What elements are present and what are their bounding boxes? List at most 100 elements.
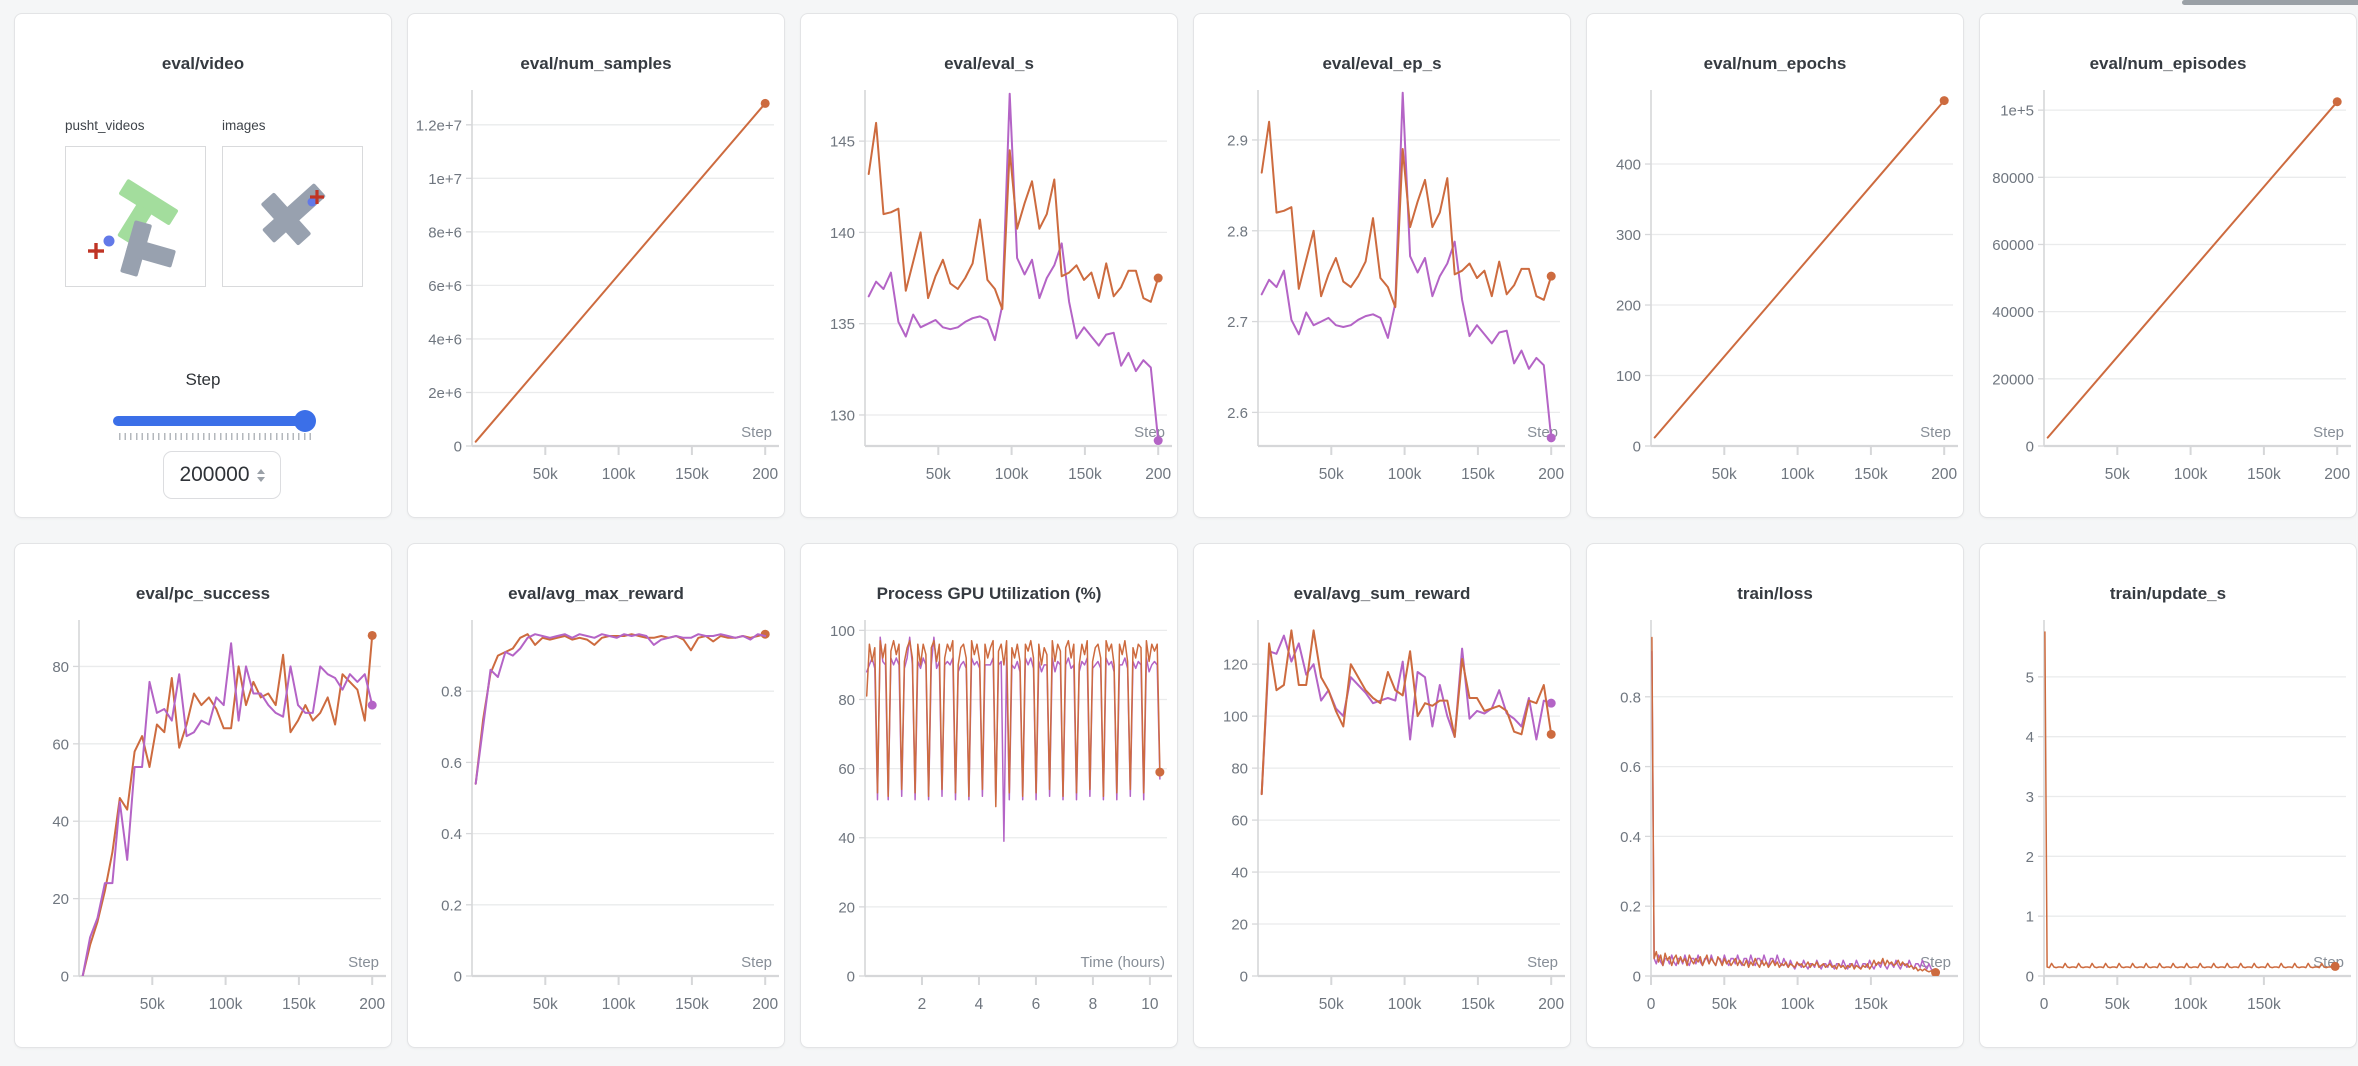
- series-run-purple: [1260, 634, 1553, 796]
- svg-text:50k: 50k: [1319, 466, 1344, 483]
- line-chart[interactable]: 0 0.2 0.4 0.6 0.8 0 50k 100k 150k Step: [1587, 608, 1963, 1036]
- svg-text:40: 40: [1231, 865, 1248, 882]
- svg-text:3: 3: [2026, 789, 2034, 806]
- svg-text:50k: 50k: [926, 466, 951, 483]
- svg-text:40: 40: [52, 814, 69, 831]
- x-axis-label: Step: [348, 954, 379, 971]
- svg-text:60000: 60000: [1992, 237, 2034, 254]
- svg-text:4e+6: 4e+6: [428, 331, 462, 348]
- svg-text:80: 80: [838, 692, 855, 709]
- panel-title: eval/num_epochs: [1703, 54, 1847, 73]
- svg-text:100: 100: [1616, 368, 1641, 385]
- series-run-orange: [1260, 120, 1553, 309]
- svg-text:0: 0: [2026, 439, 2034, 456]
- panel-eval-num-episodes: eval/num_episodes 0 20000 40000 60000 80000 1…: [1979, 13, 2357, 518]
- series-run-orange: [2044, 631, 2336, 969]
- svg-text:0.4: 0.4: [1620, 829, 1641, 846]
- line-chart[interactable]: 0 20 40 60 80 50k 100k 150k 200 Step: [15, 608, 391, 1036]
- panel-eval-num-samples: eval/num_samples 0 2e+6 4e+6 6e+6 8e+6 1e+7 1.…: [407, 13, 785, 518]
- series-run-purple: [1651, 650, 1937, 973]
- line-chart[interactable]: 0 100 200 300 400 50k 100k 150k 200 Step: [1587, 78, 1963, 506]
- series-run-purple: [867, 92, 1160, 442]
- svg-text:200: 200: [2324, 466, 2350, 483]
- svg-text:2: 2: [2026, 849, 2034, 866]
- line-chart[interactable]: 2.6 2.7 2.8 2.9 50k 100k 150k 200 Step: [1194, 78, 1570, 506]
- panel-title: train/loss: [1737, 584, 1813, 603]
- line-chart[interactable]: 130 135 140 145 50k 100k 150k 200 Step: [801, 78, 1177, 506]
- media-thumbnail-pusht-videos[interactable]: [65, 146, 206, 287]
- svg-text:2.8: 2.8: [1227, 223, 1248, 240]
- svg-text:0: 0: [2026, 969, 2034, 986]
- svg-text:150k: 150k: [2247, 466, 2281, 483]
- svg-text:50k: 50k: [2105, 996, 2130, 1013]
- agent-dot: [103, 235, 115, 247]
- line-chart[interactable]: 0 1 2 3 4 5 0 50k 100k 150k Step: [1980, 608, 2356, 1036]
- svg-text:0.6: 0.6: [1620, 759, 1641, 776]
- svg-text:100k: 100k: [2174, 996, 2208, 1013]
- svg-text:40: 40: [838, 830, 855, 847]
- line-chart-svg: 0 20 40 60 80 50k 100k 150k 200 Step: [52, 620, 386, 1013]
- svg-text:0: 0: [61, 969, 69, 986]
- svg-text:2e+6: 2e+6: [428, 385, 462, 402]
- step-slider-track[interactable]: [113, 416, 315, 426]
- series-run-purple: [81, 642, 374, 976]
- svg-text:80000: 80000: [1992, 170, 2034, 187]
- horizontal-scrollbar-thumb[interactable]: [2182, 0, 2358, 5]
- panel-eval-avg-sum-reward: eval/avg_sum_reward 0 20 40 60 80 100 120 50k 10…: [1193, 543, 1571, 1048]
- panel-eval-eval-ep-s: eval/eval_ep_s 2.6 2.7 2.8 2.9 50k 100k 150k 20…: [1193, 13, 1571, 518]
- svg-text:0: 0: [1240, 969, 1248, 986]
- svg-text:300: 300: [1616, 227, 1641, 244]
- svg-text:0.8: 0.8: [441, 684, 462, 701]
- series-run-orange: [474, 633, 767, 785]
- svg-text:2.9: 2.9: [1227, 132, 1248, 149]
- svg-text:150k: 150k: [1461, 466, 1495, 483]
- svg-text:80: 80: [1231, 761, 1248, 778]
- panel-train-loss: train/loss 0 0.2 0.4 0.6 0.8 0 50k 100k 150k Step: [1586, 543, 1964, 1048]
- x-axis-label: Time (hours): [1081, 954, 1165, 971]
- svg-text:200: 200: [1616, 298, 1641, 315]
- line-chart[interactable]: 0 20000 40000 60000 80000 1e+5 50k 100k 150k 200 S…: [1980, 78, 2356, 506]
- panel-title: eval/eval_ep_s: [1322, 54, 1442, 73]
- step-slider-tickmarks: [119, 433, 312, 440]
- series-run-orange: [867, 121, 1160, 311]
- x-axis-label: Step: [1527, 954, 1558, 971]
- gray-t-stem: [261, 192, 311, 246]
- svg-text:1.2e+7: 1.2e+7: [416, 117, 462, 134]
- svg-text:135: 135: [830, 316, 855, 333]
- step-slider-handle[interactable]: [294, 410, 316, 432]
- line-chart[interactable]: 0 20 40 60 80 100 2 4 6 8 10 Time (hours): [801, 608, 1177, 1036]
- media-label-images: images: [222, 118, 266, 133]
- svg-text:1e+7: 1e+7: [428, 171, 462, 188]
- svg-text:1: 1: [2026, 909, 2034, 926]
- panel-train-update-s: train/update_s 0 1 2 3 4 5 0 50k 100k 150k Step: [1979, 543, 2357, 1048]
- svg-text:200: 200: [1931, 466, 1957, 483]
- panel-eval-avg-max-reward: eval/avg_max_reward 0 0.2 0.4 0.6 0.8 50k 100k…: [407, 543, 785, 1048]
- series-run-orange: [865, 639, 1161, 808]
- series-run-orange: [1653, 99, 1946, 439]
- svg-text:0: 0: [2040, 996, 2049, 1013]
- svg-text:4: 4: [975, 996, 984, 1013]
- panel-title: eval/eval_s: [944, 54, 1034, 73]
- panel-process-gpu-utilization: Process GPU Utilization (%) 0 20 40 60 80 100…: [800, 543, 1178, 1048]
- svg-text:200: 200: [1538, 996, 1564, 1013]
- svg-text:150k: 150k: [675, 466, 709, 483]
- line-chart-svg: 0 1 2 3 4 5 0 50k 100k 150k Step: [2026, 620, 2351, 1013]
- svg-text:50k: 50k: [533, 996, 558, 1013]
- target-cross-icon: [88, 243, 104, 259]
- svg-text:100k: 100k: [1781, 996, 1815, 1013]
- series-run-orange: [474, 102, 767, 443]
- media-thumbnail-images[interactable]: [222, 146, 363, 287]
- line-chart-svg: 0 0.2 0.4 0.6 0.8 50k 100k 150k 200 Step: [441, 620, 779, 1013]
- svg-text:80: 80: [52, 659, 69, 676]
- line-chart[interactable]: 0 2e+6 4e+6 6e+6 8e+6 1e+7 1.2e+7 50k 100k 150k 20…: [408, 78, 784, 506]
- svg-text:200: 200: [1538, 466, 1564, 483]
- stepper-arrows-icon[interactable]: [256, 468, 265, 482]
- line-chart[interactable]: 0 0.2 0.4 0.6 0.8 50k 100k 150k 200 Step: [408, 608, 784, 1036]
- svg-text:0: 0: [454, 439, 462, 456]
- svg-text:50k: 50k: [1712, 996, 1737, 1013]
- panel-title: eval/avg_max_reward: [508, 584, 684, 603]
- step-number-input[interactable]: 200000: [163, 451, 281, 499]
- line-chart[interactable]: 0 20 40 60 80 100 120 50k 100k 150k 200 Step: [1194, 608, 1570, 1036]
